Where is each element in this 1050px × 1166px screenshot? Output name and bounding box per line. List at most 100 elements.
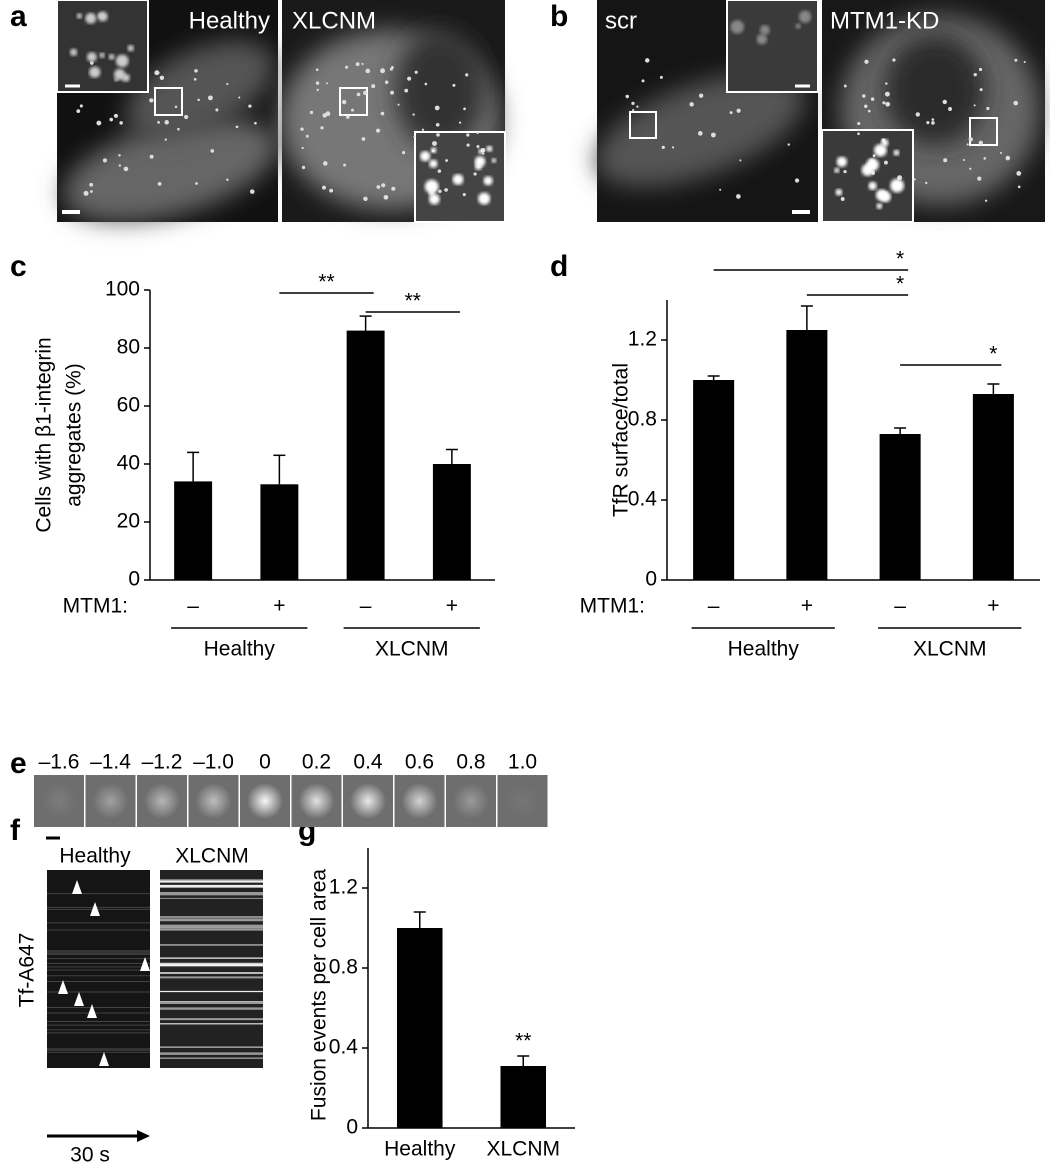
vesicle [986,106,990,111]
significance-label: * [896,273,904,296]
vesicle [973,104,976,107]
error-bar [987,383,1000,394]
row-label: MTM1: [63,595,128,618]
vesicle [341,99,347,105]
spot [144,783,180,819]
vesicle [316,88,319,92]
y-tick-label: 0.4 [628,488,658,511]
vesicle [452,83,456,87]
nucleus [885,35,985,145]
vesicle [323,161,328,166]
spot [41,783,77,819]
kymograph [47,870,150,1068]
vesicle [1005,155,1011,161]
vesicle [885,82,888,85]
vesicle [248,104,252,108]
vesicle [210,149,215,153]
cell [595,73,805,187]
x-tick-label: – [894,595,906,618]
vesicle [363,196,368,202]
vesicle [371,84,376,89]
vesicle [870,97,875,101]
y-tick-label: 0 [346,1116,358,1139]
vesicle [840,197,845,201]
vesicle [177,127,180,131]
vesicle [483,176,493,186]
vesicle [89,182,94,187]
vesicle [437,169,442,173]
bar [260,484,299,580]
vesicle [999,151,1002,154]
vesicle [208,95,213,101]
x-tick-label: + [987,595,999,618]
vesicle [915,112,920,117]
vesicle [413,135,416,138]
vesicle [885,101,891,107]
y-tick-label: 0.8 [329,956,358,979]
nucleus [395,30,485,150]
bar [174,481,213,580]
vesicle [69,48,78,56]
vesicle [867,109,871,113]
vesicle [787,143,790,146]
vesicle [462,193,466,197]
vesicle [429,159,438,168]
vesicle [355,62,360,67]
vesicle [421,128,425,131]
vesicle [671,146,675,149]
x-tick-label: – [360,595,372,618]
vesicle [759,25,770,35]
vesicle [326,82,329,85]
arrow-head [137,1130,150,1142]
vesicle [857,132,860,136]
vesicle [215,108,219,112]
vesicle [444,188,448,192]
vesicle [118,164,122,167]
vesicle [363,90,368,96]
vesicle [491,158,497,163]
vesicle [195,182,198,185]
vesicle [478,148,484,154]
vesicle [404,88,409,93]
image-label: Healthy [59,845,131,868]
significance-label: ** [318,271,334,294]
vesicle [401,151,406,155]
arrowhead-marker [55,1074,65,1088]
vesicle [341,114,344,117]
vesicle [315,81,320,85]
vesicle [351,108,355,112]
vesicle [376,185,381,189]
vesicle [1023,60,1026,64]
vesicle [857,121,861,126]
x-tick-label: – [708,595,720,618]
spot [401,783,438,819]
vesicle [719,188,722,191]
x-tick-label: XLCNM [486,1138,560,1161]
vesicle [434,105,440,111]
vesicle [864,59,869,64]
x-tick-label: + [273,595,285,618]
y-tick-label: 60 [117,394,140,417]
vesicle [113,113,118,118]
vesicle [235,125,239,129]
vesicle [661,145,665,150]
vesicle [973,72,977,77]
vesicle [85,12,97,24]
vesicle [465,73,469,77]
vesicle [445,159,449,162]
vesicle [384,80,389,84]
panel-label: b [550,0,568,33]
vesicle [948,107,952,111]
panel-label: d [550,250,568,283]
vesicle [356,92,361,97]
group-label: Healthy [728,638,800,661]
vesicle [391,186,396,191]
row-label: MTM1: [580,595,645,618]
vesicle [476,131,479,135]
vesicle [966,143,969,146]
micrographs [56,0,1045,223]
vesicle [931,118,935,121]
vesicle [381,183,386,188]
vesicle [149,154,154,159]
vesicle [157,120,160,124]
